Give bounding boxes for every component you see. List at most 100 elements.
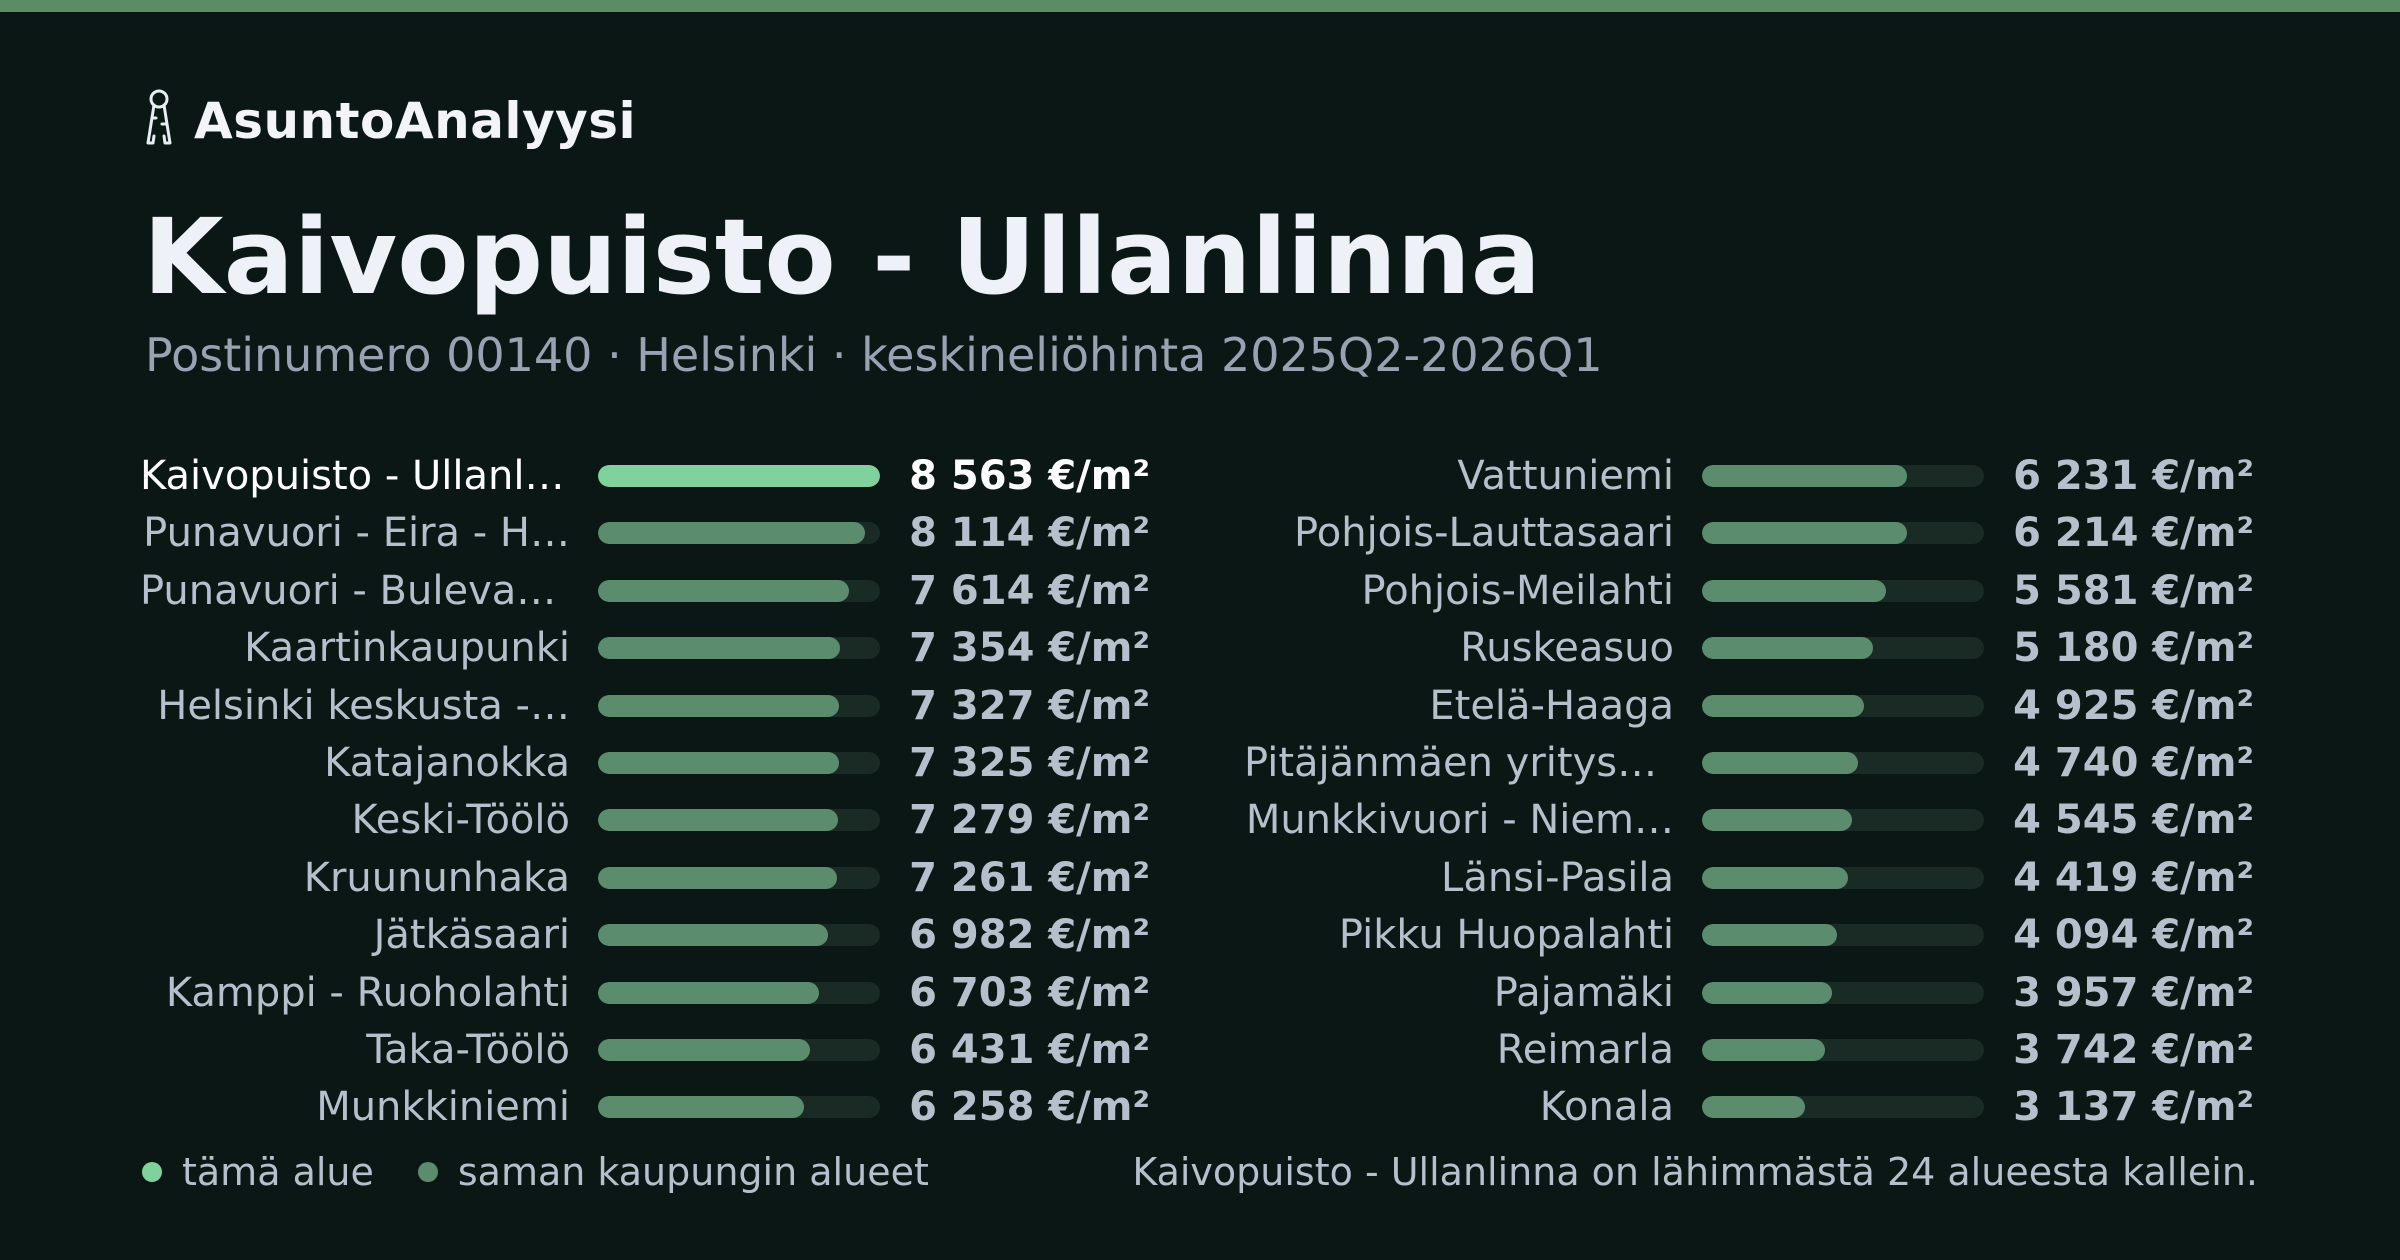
bar-value-label: 6 431 €/m² bbox=[909, 1027, 1150, 1073]
bar-row: Reimarla 3 742 €/m² bbox=[1244, 1022, 2254, 1078]
bar-value-label: 6 231 €/m² bbox=[2013, 453, 2254, 499]
bar-value-label: 3 957 €/m² bbox=[2013, 969, 2254, 1016]
bar-row: Pajamäki 3 957 €/m² bbox=[1244, 965, 2254, 1021]
bar-track bbox=[1702, 981, 1984, 1004]
bar-track bbox=[1702, 1039, 1984, 1061]
bar-label: Kaartinkaupunki bbox=[244, 625, 570, 672]
bar-value-label: 5 180 €/m² bbox=[2013, 625, 2254, 672]
bar-label: Punavuori - Bulevar… bbox=[140, 567, 570, 614]
bar-label: Munkkiniemi bbox=[316, 1084, 570, 1131]
bar-label: Katajanokka bbox=[324, 740, 570, 786]
bar bbox=[598, 465, 880, 487]
bar-value-label: 3 137 €/m² bbox=[2013, 1084, 2254, 1131]
bar-track bbox=[598, 924, 880, 947]
bar-value-label: 6 214 €/m² bbox=[2013, 510, 2254, 557]
bar-track bbox=[598, 1096, 880, 1119]
bar-value-label: 4 094 €/m² bbox=[2013, 912, 2254, 959]
legend-dot-current bbox=[142, 1162, 162, 1182]
bar-track bbox=[598, 637, 880, 660]
bar bbox=[1702, 924, 1837, 947]
bar bbox=[1702, 1096, 1806, 1119]
bar bbox=[1702, 579, 1886, 602]
bar bbox=[598, 694, 840, 717]
bar-track bbox=[1702, 752, 1984, 774]
bar-row: Katajanokka 7 325 €/m² bbox=[140, 735, 1150, 791]
bar-value-label: 3 742 €/m² bbox=[2013, 1027, 2254, 1073]
bar bbox=[598, 752, 840, 774]
bar bbox=[1702, 1039, 1826, 1061]
page-title: Kaivopuisto - Ullanlinna bbox=[143, 196, 1541, 318]
legend-item-other: saman kaupungin alueet bbox=[417, 1150, 929, 1194]
legend-dot-other bbox=[417, 1162, 438, 1182]
bar bbox=[598, 522, 866, 545]
bar-value-label: 7 327 €/m² bbox=[909, 682, 1150, 729]
bar-track bbox=[598, 579, 880, 602]
bar bbox=[598, 1039, 810, 1061]
bar-value-label: 8 563 €/m² bbox=[909, 453, 1150, 499]
bar-track bbox=[598, 1039, 880, 1061]
bar-value-label: 7 354 €/m² bbox=[909, 625, 1150, 672]
legend-item-current: tämä alue bbox=[142, 1150, 374, 1194]
bar-track bbox=[1702, 866, 1984, 889]
bar-row: Kruununhaka 7 261 €/m² bbox=[140, 850, 1150, 906]
bar-track bbox=[1702, 579, 1984, 602]
bar-row: Pohjois-Lauttasaari 6 214 €/m² bbox=[1244, 505, 2254, 561]
bar-row: Pikku Huopalahti 4 094 €/m² bbox=[1244, 907, 2254, 963]
bar-row: Vattuniemi 6 231 €/m² bbox=[1244, 448, 2254, 504]
chart-legend: tämä alue saman kaupungin alueet bbox=[142, 1150, 973, 1194]
legend-label-other: saman kaupungin alueet bbox=[457, 1150, 929, 1194]
brand-name: AsuntoAnalyysi bbox=[194, 92, 637, 150]
bar-row: Helsinki keskusta -… 7 327 €/m² bbox=[140, 678, 1150, 734]
bar bbox=[598, 809, 838, 832]
bar-track bbox=[1702, 637, 1984, 660]
bar bbox=[1702, 866, 1848, 889]
bar-value-label: 7 261 €/m² bbox=[909, 854, 1150, 901]
bar-value-label: 8 114 €/m² bbox=[909, 510, 1150, 557]
bar-track bbox=[598, 694, 880, 717]
bar-label: Munkkivuori - Niem… bbox=[1245, 797, 1674, 844]
bar-label: Pitäjänmäen yritysa… bbox=[1244, 740, 1674, 786]
bar bbox=[1702, 694, 1865, 717]
bar-track bbox=[1702, 465, 1984, 487]
bar-track bbox=[598, 522, 880, 545]
bar bbox=[598, 981, 819, 1004]
bar-track bbox=[1702, 694, 1984, 717]
bar-row: Länsi-Pasila 4 419 €/m² bbox=[1244, 850, 2254, 906]
bar-value-label: 4 545 €/m² bbox=[2013, 797, 2254, 844]
bar bbox=[598, 1096, 805, 1119]
bar-label: Konala bbox=[1539, 1084, 1674, 1131]
bar bbox=[598, 866, 838, 889]
bar-track bbox=[1702, 809, 1984, 832]
bar-value-label: 7 325 €/m² bbox=[909, 740, 1150, 786]
bar-label: Pohjois-Lauttasaari bbox=[1294, 510, 1674, 557]
bar-row: Ruskeasuo 5 180 €/m² bbox=[1244, 620, 2254, 676]
bar-row: Kaivopuisto - Ullanli… 8 563 €/m² bbox=[140, 448, 1150, 504]
brand: AsuntoAnalyysi bbox=[140, 88, 636, 154]
bar-value-label: 6 703 €/m² bbox=[909, 969, 1150, 1016]
bar-label: Kaivopuisto - Ullanli… bbox=[140, 453, 570, 499]
bar-track bbox=[598, 809, 880, 832]
ranking-note: Kaivopuisto - Ullanlinna on lähimmästä 2… bbox=[1132, 1150, 2258, 1194]
keys-icon bbox=[140, 88, 178, 154]
bar bbox=[598, 924, 828, 947]
bar-value-label: 6 258 €/m² bbox=[909, 1084, 1150, 1131]
bar-value-label: 4 419 €/m² bbox=[2013, 854, 2254, 901]
bar-value-label: 7 279 €/m² bbox=[909, 797, 1150, 844]
bar-row: Punavuori - Eira - H… 8 114 €/m² bbox=[140, 505, 1150, 561]
bar-label: Länsi-Pasila bbox=[1441, 854, 1674, 901]
bar-value-label: 4 740 €/m² bbox=[2013, 740, 2254, 786]
bar-track bbox=[598, 752, 880, 774]
bar bbox=[598, 579, 849, 602]
bar-row: Kaartinkaupunki 7 354 €/m² bbox=[140, 620, 1150, 676]
bar-row: Taka-Töölö 6 431 €/m² bbox=[140, 1022, 1150, 1078]
bar-label: Taka-Töölö bbox=[366, 1027, 570, 1073]
bar-label: Ruskeasuo bbox=[1460, 625, 1674, 672]
bar-label: Etelä-Haaga bbox=[1429, 682, 1674, 729]
bar-label: Jätkäsaari bbox=[373, 912, 570, 959]
bar-row: Konala 3 137 €/m² bbox=[1244, 1079, 2254, 1135]
bar bbox=[1702, 809, 1852, 832]
bar-track bbox=[598, 465, 880, 487]
bar bbox=[1702, 637, 1873, 660]
bar-track bbox=[1702, 1096, 1984, 1119]
bar bbox=[598, 637, 841, 660]
